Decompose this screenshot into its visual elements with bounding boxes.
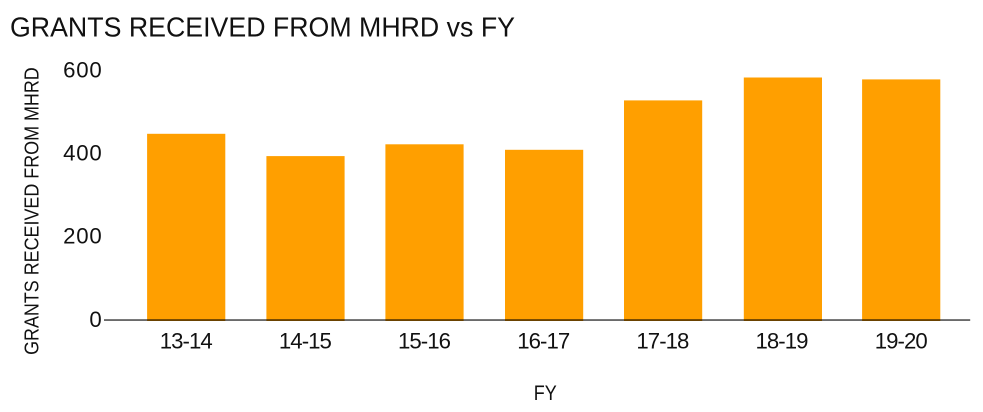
svg-text:16-17: 16-17 bbox=[517, 328, 570, 353]
svg-text:13-14: 13-14 bbox=[160, 328, 213, 353]
svg-text:400: 400 bbox=[63, 141, 102, 166]
svg-text:GRANTS RECEIVED FROM MHRD: GRANTS RECEIVED FROM MHRD bbox=[21, 67, 44, 355]
svg-text:600: 600 bbox=[63, 58, 102, 83]
svg-text:19-20: 19-20 bbox=[875, 328, 928, 353]
svg-text:17-18: 17-18 bbox=[636, 328, 689, 353]
svg-text:18-19: 18-19 bbox=[756, 328, 809, 353]
svg-text:GRANTS RECEIVED FROM MHRD vs F: GRANTS RECEIVED FROM MHRD vs FY bbox=[10, 11, 515, 42]
svg-text:14-15: 14-15 bbox=[279, 328, 332, 353]
svg-text:15-16: 15-16 bbox=[398, 328, 451, 353]
svg-text:0: 0 bbox=[89, 307, 101, 332]
svg-text:200: 200 bbox=[63, 224, 102, 249]
svg-text:FY: FY bbox=[534, 381, 557, 405]
